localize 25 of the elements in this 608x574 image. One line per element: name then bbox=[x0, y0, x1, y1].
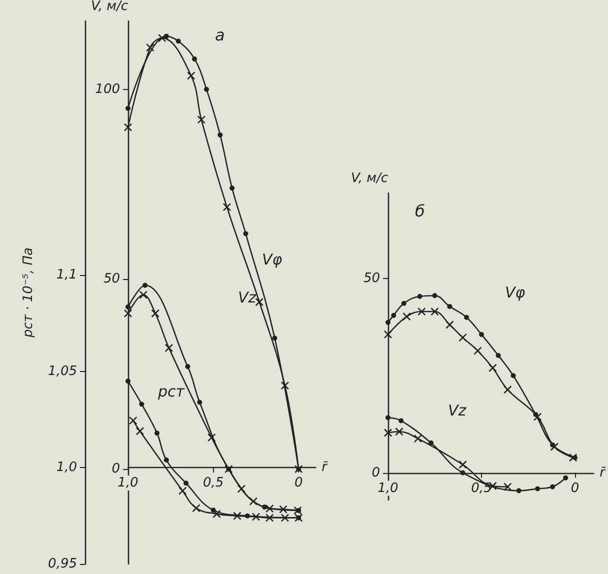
annotation: Vφ bbox=[505, 284, 526, 302]
text: б bbox=[415, 202, 425, 220]
annotation: Vz bbox=[238, 288, 258, 306]
y2-tick-label: 1,0 bbox=[56, 460, 77, 476]
y-tick-label: 50 bbox=[363, 270, 380, 286]
y2-tick-label: 1,1 bbox=[56, 268, 77, 283]
x-tick-label: 0,5 bbox=[202, 475, 224, 490]
x-tick-label: 0 bbox=[294, 475, 303, 490]
y2-tick-label: 1,05 bbox=[48, 364, 77, 379]
x-tick-label: 1,0 bbox=[378, 480, 398, 496]
y-axis-title: V, м/с bbox=[90, 0, 128, 14]
y2-tick-label: 0,95 bbox=[48, 556, 77, 572]
y-tick-label: 50 bbox=[103, 272, 120, 287]
x-tick-label: 1,0 bbox=[118, 475, 138, 490]
x-axis-title: r̄ bbox=[322, 460, 329, 475]
x-axis-title: r̄ bbox=[600, 465, 607, 480]
y-axis-title: V, м/с bbox=[350, 171, 388, 186]
y-tick-label: 0 bbox=[112, 462, 120, 477]
x-tick-label: 0 bbox=[570, 480, 580, 496]
y2-axis-title: pст · 10⁻⁵, Па bbox=[21, 247, 36, 338]
annotation: pст bbox=[157, 382, 186, 400]
annotation: Vz bbox=[448, 402, 468, 420]
annotation: Vφ bbox=[262, 250, 282, 268]
chart-title: а bbox=[215, 26, 225, 44]
y-tick-label: 100 bbox=[95, 82, 120, 97]
